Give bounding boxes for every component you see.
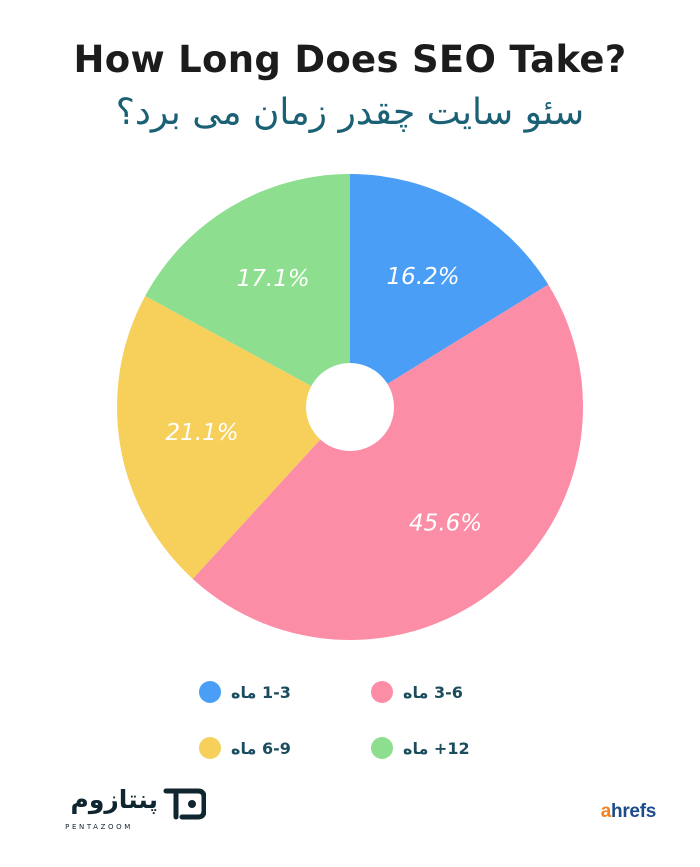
pie-slice-4 bbox=[145, 174, 350, 407]
pie-slice-3 bbox=[117, 296, 350, 579]
pentazoom-logo: پنتازوم PENTAZOOM bbox=[40, 785, 220, 835]
pie-slice-2 bbox=[192, 284, 583, 640]
chart-subtitle: سئو سایت چقدر زمان می برد؟ bbox=[115, 92, 585, 133]
pentazoom-mark-icon bbox=[163, 788, 206, 820]
brand-tagline: PENTAZOOM bbox=[65, 823, 133, 831]
slice-value-label-3: 21.1% bbox=[166, 420, 239, 446]
slice-value-label-1: 16.2% bbox=[387, 264, 460, 290]
legend-label: 12+ ماه bbox=[403, 738, 470, 758]
legend-swatch-icon bbox=[199, 681, 221, 703]
ahrefs-logo-rest: hrefs bbox=[611, 801, 656, 822]
legend-item-6-9: 6-9 ماه bbox=[199, 734, 291, 762]
legend-item-3-6: 3-6 ماه bbox=[371, 678, 463, 706]
chart-title: How Long Does SEO Take? bbox=[73, 38, 627, 81]
legend-label: 3-6 ماه bbox=[403, 682, 463, 702]
slice-value-label-2: 45.6% bbox=[409, 511, 482, 537]
slice-value-label-4: 17.1% bbox=[237, 266, 310, 292]
legend-label: 1-3 ماه bbox=[231, 682, 291, 702]
legend-swatch-icon bbox=[371, 681, 393, 703]
pie-center-hole bbox=[306, 363, 394, 451]
ahrefs-logo: ahrefs bbox=[600, 801, 657, 823]
legend-item-12plus: 12+ ماه bbox=[371, 734, 470, 762]
legend-swatch-icon bbox=[371, 737, 393, 759]
ahrefs-logo-a: a bbox=[600, 801, 612, 822]
legend-swatch-icon bbox=[199, 737, 221, 759]
legend-item-1-3: 1-3 ماه bbox=[199, 678, 291, 706]
brand-name: پنتازوم bbox=[70, 785, 158, 814]
pie-slice-1 bbox=[350, 174, 549, 407]
legend-label: 6-9 ماه bbox=[231, 738, 291, 758]
